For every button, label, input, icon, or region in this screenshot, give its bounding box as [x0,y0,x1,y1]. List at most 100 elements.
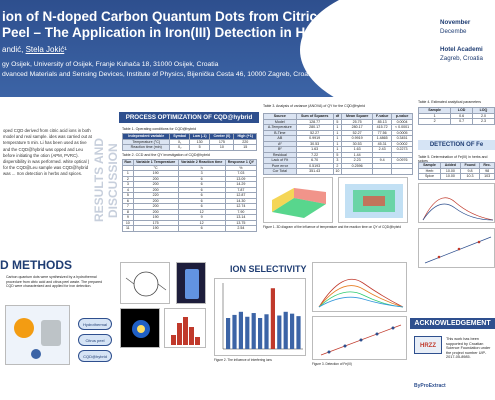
byproextract-logo: ByProExtract [414,383,446,389]
abstract-text: oped CQD derived from citric acid ions i… [3,128,92,177]
spectrum-line [318,296,404,308]
ion-bar [226,318,231,349]
table-row: 2 0.7 2.3 [417,118,495,125]
spectrum-line [318,285,404,308]
acknowledgement-title: ACKNOWLEDGEMENT [410,318,495,329]
ion-bar [251,313,256,349]
contour-top [363,196,385,206]
dot-icon [31,349,41,359]
header-wave [300,0,495,97]
table3: Source Sum of Squares df Mean Square F-v… [263,113,413,175]
surface-fill [272,188,294,212]
data-point [391,326,395,330]
acknowledgement-panel [410,318,495,400]
surface-plot-1 [263,177,333,223]
method-chip-2: Citrus peel [78,334,112,346]
title-line-1: ion of N-doped Carbon Quantum Dots from … [2,9,378,24]
ion-bar [245,316,250,349]
table-row: 10 175 12 13.75 [122,219,258,226]
method-chip-3: CQD@hybrid [78,350,112,362]
table2: Run Variable 1 Temperature Variable 2 Re… [122,159,258,232]
data-point [359,338,363,342]
size-histogram [164,308,206,348]
surface-fill [294,188,326,204]
table-row: 1 0.6 2.0 [417,112,495,119]
ion-bar [232,314,237,349]
table-row: Model 128.77 5 25.75 85.13 0.0004 [263,118,413,125]
uv-photo-svg [185,269,199,299]
poster-title: ion of N-doped Carbon Quantum Dots from … [2,9,422,41]
ion-bar-chart-svg [222,283,303,350]
table-row: A² 30.53 1 30.53 45.31 0.0002 [263,140,413,147]
ion-bar [296,316,301,349]
figure2-caption: Figure 2. The influence of interfering i… [214,358,272,362]
table5-caption: Table 5. Determination of Fe(III) in her… [418,155,488,163]
table2-caption: Table 2. CCD and the QY investigation of… [122,153,210,157]
tem-image [120,308,160,348]
ion-bars-group [226,288,301,349]
spectra-svg [318,278,404,308]
histogram-bar [177,323,182,345]
tem-core [137,325,145,333]
ion-bar [283,311,288,349]
surface-plot-2-svg [345,184,403,218]
authors: andić, Stela Jokić¹ [2,45,67,54]
right-plot-2-svg [424,236,492,264]
table-row: Lack of Fit 6.70 3 2.23 9.4 0.0976 [263,157,413,164]
conference-info: November Decembe Hotel Academi Zagreb, C… [440,19,483,62]
table-row: 2 200 6 13.09 [122,175,258,182]
affiliation-1: gy Osijek, University of Osijek, Franje … [2,61,219,68]
table1: Independent variable Symbol Low (-1) Cen… [121,133,257,151]
method-scheme [5,305,70,365]
figure1-caption: Figure 1. 3D diagram of the influence of… [263,225,402,229]
histogram-svg [171,317,200,345]
acknowledgement-text: This work has been supported by Croatian… [446,337,491,360]
table3-caption: Table 3. Analysis of variance (ANOVA) of… [263,104,366,108]
ion-bar [290,313,295,349]
ion-selectivity-title: ION SELECTIVITY [230,264,307,274]
data-point [375,332,379,336]
methods-text: Carbon quantum dots were synthesized by … [6,275,103,288]
structure-svg [125,271,167,297]
spectrum-line [318,278,404,308]
chemical-structure [120,262,170,304]
right-plot-1-svg [422,197,494,221]
data-point [343,344,347,348]
title-line-2: Peel – The Application in Iron(III) Dete… [2,25,409,40]
affiliation-2: dvanced Materials and Sensing Devices, I… [2,71,316,78]
results-vertical-label: RESULTS AND DISCUSSION [92,138,120,223]
ion-bar [277,315,282,349]
table-row: 11 190 6 2.54 [122,225,258,232]
ion-bar [238,311,243,349]
poster-header: ion of N-doped Carbon Quantum Dots from … [0,0,495,97]
author-name: Stela Jokić [25,45,65,54]
orange-icon [14,318,34,338]
surface-fill [272,198,326,218]
ion-bar [270,288,275,349]
histogram-bar [195,337,200,345]
title-italic: Citrus [381,9,421,24]
method-scheme-svg [14,318,61,359]
right-plot-1 [418,183,495,223]
process-title: PROCESS OPTIMIZATION OF CQD@hybrid PREPA… [119,112,259,132]
abstract: oped CQD derived from citric acid ions i… [0,126,95,242]
data-point [327,350,331,354]
histogram-bar [189,327,194,345]
uv-photo [176,262,206,304]
calibration-svg [320,324,402,356]
ion-bar [258,318,263,349]
ring-shape [133,271,159,297]
histogram-bar [183,317,188,345]
methods-title: D METHODS [0,258,72,272]
method-chip-1: Hydrothermal [78,318,112,330]
calibration-plot [312,316,407,360]
table-row: Cor Total 351.43 10 [263,168,413,175]
table-row: Spice 10.00 10.3 103 [418,173,495,180]
detection-title: DETECTION OF Fe [418,140,495,150]
table-row: B-Time 52.27 1 52.27 77.56 0.0005 [263,129,413,136]
table4-caption: Table 4. Estimated analytical parameters [418,100,482,104]
histogram-bar [171,335,176,345]
ion-bar [264,314,269,349]
vial-icon [185,269,199,299]
table5: Sample Added Found Rec. Herb 10.00 9.8 9… [418,162,495,180]
